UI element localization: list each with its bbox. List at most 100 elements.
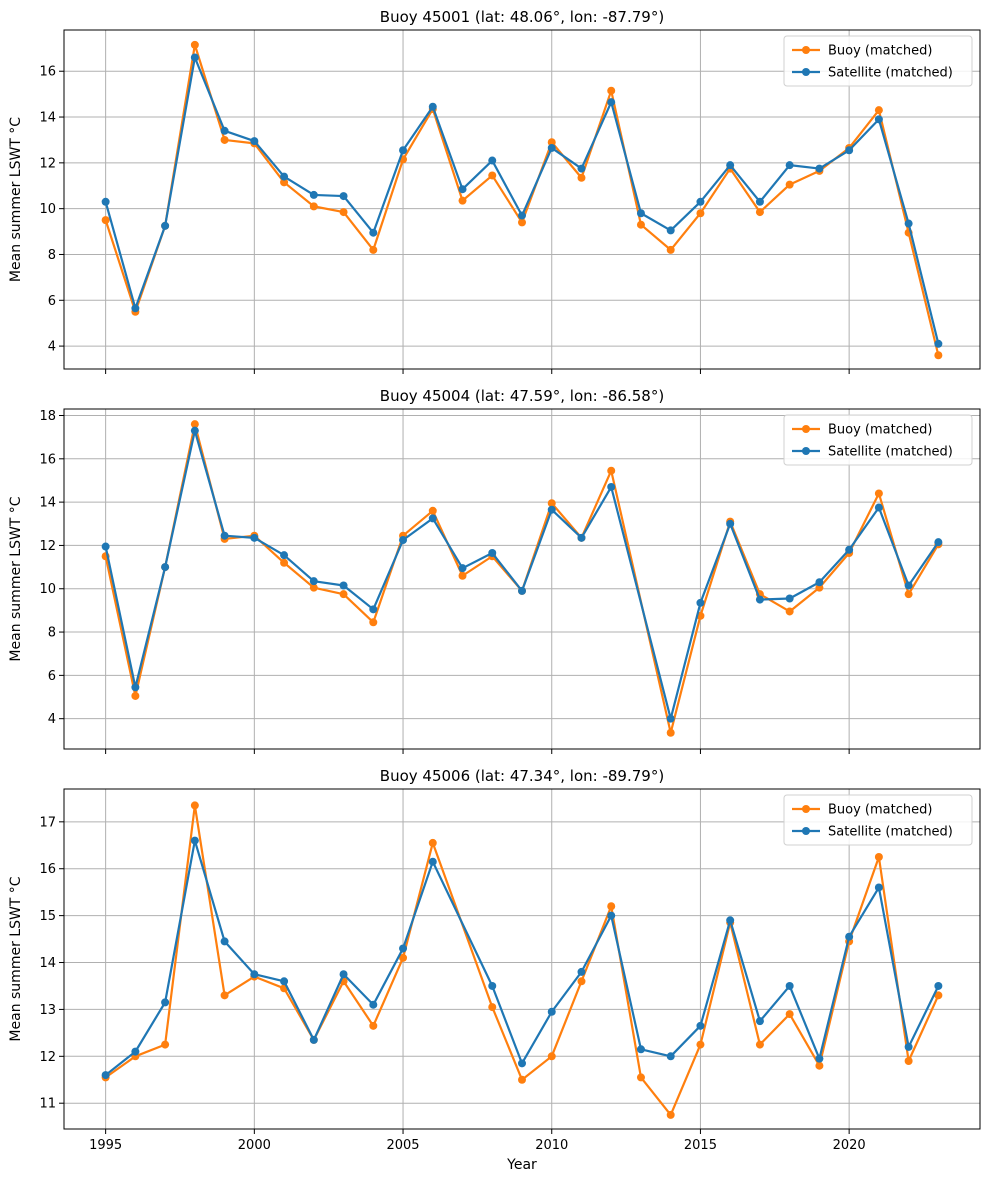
buoy-point (696, 209, 705, 218)
chart-panel-2: 4 6 8 10 12 14 16 18 Buoy 45004 (lat: 47.59°, lo… (8, 387, 981, 754)
buoy-point (666, 1110, 675, 1119)
satellite-point (131, 304, 140, 313)
satellite-point (815, 578, 824, 587)
buoy-point (636, 220, 645, 229)
x-tick-label: 2000 (238, 1138, 271, 1153)
plot-frame (63, 408, 981, 750)
y-tick-label: 16 (39, 452, 56, 467)
chart-title: Buoy 45001 (lat: 48.06°, lon: -87.79°) (380, 8, 664, 26)
buoy-point (785, 607, 794, 616)
satellite-point (250, 533, 259, 542)
buoy-series-line (104, 804, 940, 1117)
buoy-point (547, 1052, 556, 1061)
satellite-point (131, 683, 140, 692)
satellite-point (309, 577, 318, 586)
plot-frame (63, 29, 981, 370)
buoy-legend-label: Buoy (matched) (828, 803, 932, 818)
buoy-point (547, 499, 556, 508)
x-tick-label: 2010 (535, 1138, 568, 1153)
x-tick-label: 2005 (386, 1138, 419, 1153)
satellite-point (280, 551, 289, 560)
buoy-point (280, 178, 289, 187)
legend-box (783, 35, 973, 87)
satellite-series-line (104, 56, 940, 345)
satellite-legend-marker (802, 447, 810, 455)
satellite-point (161, 998, 170, 1007)
buoy-point (428, 838, 437, 847)
legend: Buoy (matched) Satellite (matched) (783, 35, 973, 87)
satellite-point (726, 916, 735, 925)
satellite-point (934, 339, 943, 348)
legend: Buoy (matched) Satellite (matched) (783, 414, 973, 466)
satellite-point (309, 1035, 318, 1044)
satellite-point (726, 161, 735, 170)
satellite-point (547, 505, 556, 514)
satellite-point (428, 857, 437, 866)
buoy-point (577, 977, 586, 986)
satellite-point (577, 533, 586, 542)
satellite-point (815, 164, 824, 173)
buoy-point (131, 691, 140, 700)
satellite-point (904, 581, 913, 590)
y-tick-label: 10 (39, 582, 56, 597)
buoy-point (934, 991, 943, 1000)
y-tick-label: 8 (48, 626, 56, 641)
y-tick-label: 10 (39, 202, 56, 217)
satellite-point (428, 514, 437, 523)
satellite-point (577, 967, 586, 976)
satellite-point (369, 605, 378, 614)
satellite-point (101, 1071, 110, 1080)
satellite-point (488, 549, 497, 558)
buoy-legend-marker (802, 805, 810, 813)
satellite-point (934, 981, 943, 990)
satellite-point (161, 221, 170, 230)
buoy-point (874, 106, 883, 115)
satellite-point (755, 197, 764, 206)
buoy-point (280, 558, 289, 567)
buoy-point (785, 1010, 794, 1019)
buoy-point (220, 991, 229, 1000)
chart-title: Buoy 45006 (lat: 47.34°, lon: -89.79°) (380, 767, 664, 785)
y-tick-label: 13 (39, 1003, 56, 1018)
buoy-point (190, 40, 199, 49)
satellite-point (547, 143, 556, 152)
satellite-point (309, 190, 318, 199)
satellite-point (399, 944, 408, 953)
satellite-series-line (104, 839, 940, 1076)
y-tick-label: 15 (39, 909, 56, 924)
buoy-point (577, 173, 586, 182)
satellite-point (726, 519, 735, 528)
satellite-point (785, 981, 794, 990)
satellite-point (755, 1017, 764, 1026)
buoy-point (369, 1021, 378, 1030)
x-tick-label: 2020 (833, 1138, 866, 1153)
satellite-point (845, 146, 854, 155)
satellite-point (101, 542, 110, 551)
buoy-point (369, 245, 378, 254)
buoy-point (339, 208, 348, 217)
buoy-point (636, 1073, 645, 1082)
satellite-point (250, 970, 259, 979)
chart-panel-1: 4 6 8 10 12 14 16 Buoy 45001 (lat: 48.06°, lon:… (8, 8, 981, 374)
satellite-point (458, 185, 467, 194)
satellite-point (190, 426, 199, 435)
satellite-point (220, 531, 229, 540)
satellite-point (369, 1000, 378, 1009)
satellite-legend-marker (802, 827, 810, 835)
y-tick-label: 6 (48, 669, 56, 684)
satellite-point (488, 981, 497, 990)
buoy-point (458, 571, 467, 580)
buoy-legend-label: Buoy (matched) (828, 44, 932, 59)
chart-title: Buoy 45004 (lat: 47.59°, lon: -86.58°) (380, 387, 664, 405)
satellite-point (428, 102, 437, 111)
satellite-point (518, 1059, 526, 1068)
satellite-point (666, 1052, 675, 1061)
satellite-point (458, 564, 467, 573)
satellite-point (280, 172, 289, 181)
legend-box (783, 414, 973, 466)
y-tick-label: 4 (48, 340, 56, 355)
satellite-point (904, 1042, 913, 1051)
buoy-point (488, 1003, 497, 1012)
buoy-point (607, 902, 616, 911)
